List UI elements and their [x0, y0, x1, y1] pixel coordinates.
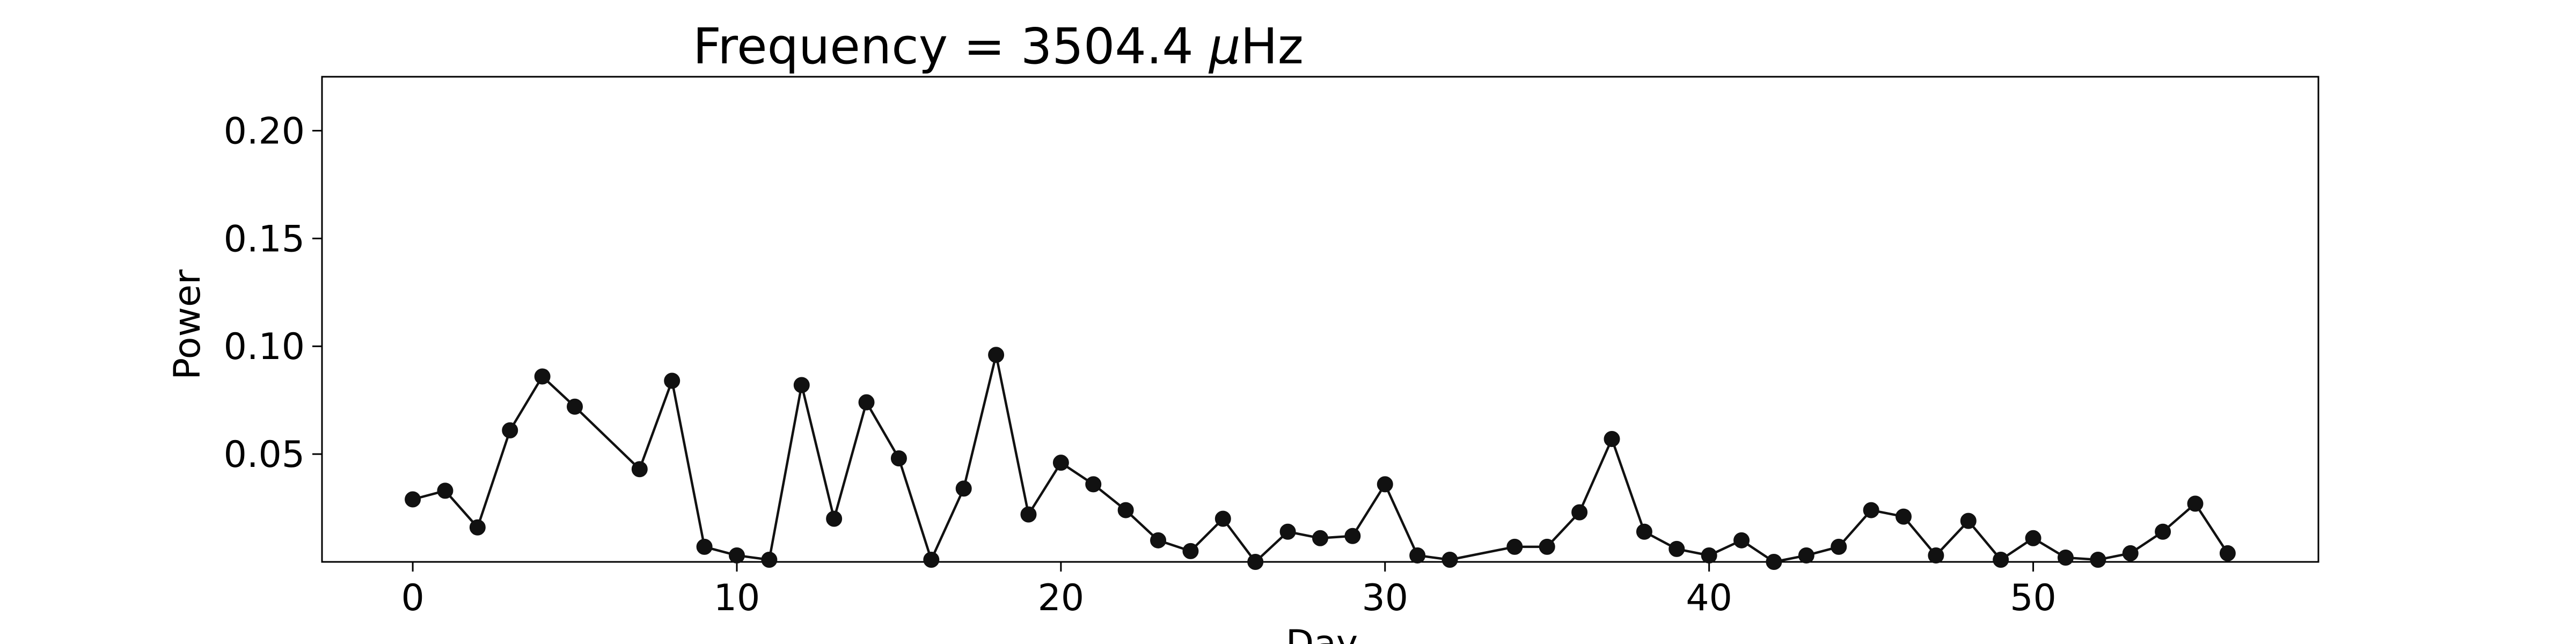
plot-area: [321, 76, 2319, 563]
data-point: [1117, 502, 1134, 518]
data-point: [988, 347, 1005, 363]
data-point: [1993, 551, 2009, 568]
data-point: [1960, 513, 1977, 529]
data-point: [1409, 547, 1426, 564]
data-point: [1604, 430, 1620, 447]
data-point: [1377, 476, 1393, 493]
data-point: [1182, 543, 1199, 559]
data-point: [1733, 532, 1750, 548]
data-point: [437, 482, 453, 499]
data-point: [2122, 545, 2139, 561]
data-point: [1928, 547, 1944, 564]
x-tick-label: 40: [1686, 577, 1732, 619]
data-point: [502, 422, 518, 438]
y-tick-label: 0.15: [224, 218, 305, 260]
data-point: [1831, 538, 1847, 555]
x-tick-label: 10: [714, 577, 760, 619]
data-point: [1798, 547, 1814, 564]
data-point: [1150, 532, 1167, 548]
data-point: [696, 538, 713, 555]
data-point: [2219, 545, 2236, 561]
data-point: [1571, 504, 1588, 521]
data-point: [1766, 554, 1782, 570]
series-group: [405, 347, 2236, 570]
data-point: [793, 377, 810, 393]
data-point: [469, 519, 486, 536]
data-point: [890, 450, 907, 467]
x-tick-label: 0: [401, 577, 424, 619]
data-point: [1214, 510, 1231, 527]
data-point: [664, 372, 680, 389]
data-point: [2090, 551, 2106, 568]
y-tick-label: 0.10: [224, 326, 305, 368]
x-axis-label: Day: [1286, 623, 1358, 644]
data-point: [1344, 528, 1361, 544]
data-point: [761, 551, 778, 568]
data-point: [405, 491, 421, 508]
data-point: [1701, 547, 1717, 564]
y-tick-label: 0.05: [224, 434, 305, 476]
x-tick-label: 50: [2010, 577, 2057, 619]
data-point: [1020, 506, 1037, 523]
data-point: [534, 368, 551, 385]
chart-title: Frequency = 3504.4 μHz: [693, 18, 1304, 75]
data-point: [1279, 523, 1296, 540]
data-point: [826, 510, 843, 527]
data-point: [631, 461, 648, 478]
data-point: [1506, 538, 1523, 555]
data-point: [1636, 523, 1652, 540]
data-point: [923, 551, 940, 568]
x-axis: 0 10 20 30 40 50: [401, 562, 2057, 619]
y-axis-label: Power: [166, 269, 209, 380]
data-point: [2057, 549, 2074, 566]
x-tick-label: 30: [1362, 577, 1409, 619]
data-point: [1896, 508, 1912, 525]
data-point: [728, 547, 745, 564]
y-tick-label: 0.20: [224, 110, 305, 152]
data-point: [1052, 455, 1069, 471]
data-point: [1312, 530, 1328, 546]
data-point: [1668, 540, 1685, 557]
data-point: [858, 394, 875, 411]
data-point: [1247, 554, 1264, 570]
data-point: [1441, 551, 1458, 568]
data-point: [1863, 502, 1879, 518]
data-point: [955, 480, 972, 497]
data-point: [2187, 495, 2204, 512]
data-point: [567, 398, 583, 415]
data-point: [2155, 523, 2171, 540]
x-tick-label: 20: [1038, 577, 1085, 619]
data-point: [2025, 530, 2041, 546]
data-point: [1539, 538, 1555, 555]
data-point: [1085, 476, 1102, 493]
y-axis: 0.05 0.10 0.15 0.20: [224, 110, 322, 476]
